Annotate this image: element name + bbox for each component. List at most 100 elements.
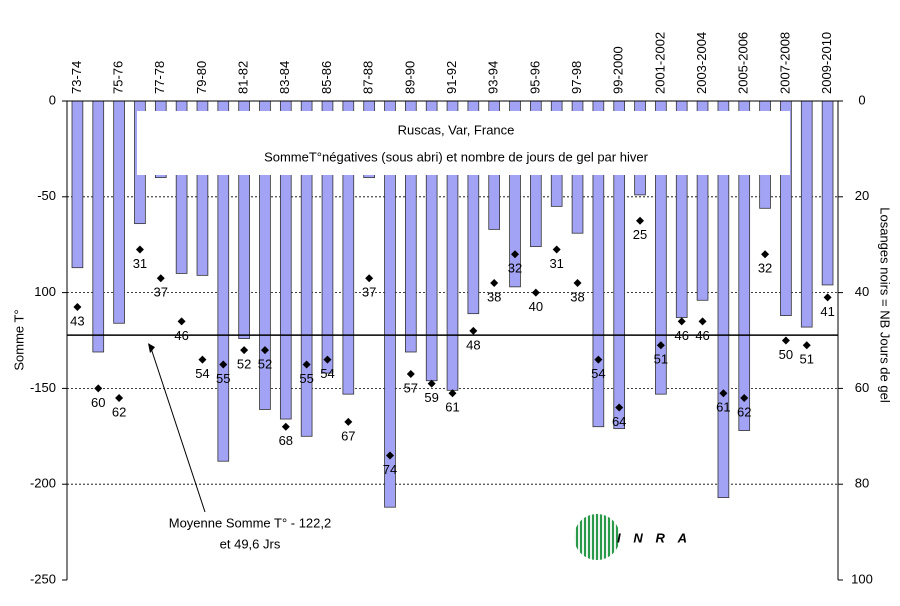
frost-days-marker [719, 389, 728, 398]
data-label: 32 [758, 261, 772, 276]
data-label: 25 [633, 227, 647, 242]
data-label: 48 [466, 337, 480, 352]
x-tick-label: 2003-2004 [694, 32, 709, 94]
frost-days-marker [761, 250, 770, 259]
frost-days-marker [781, 336, 790, 345]
data-label: 57 [404, 380, 418, 395]
x-tick-label: 75-76 [111, 61, 126, 94]
frost-days-marker [573, 279, 582, 288]
frost-days-marker [73, 302, 82, 311]
frost-days-marker [177, 317, 186, 326]
data-label: 46 [174, 328, 188, 343]
frost-days-marker [406, 370, 415, 379]
frost-days-marker [615, 403, 624, 412]
data-label: 62 [112, 404, 126, 419]
data-label: 40 [529, 299, 543, 314]
y-tick-label: 0 [49, 92, 56, 107]
frost-days-marker [198, 355, 207, 364]
data-label: 46 [674, 328, 688, 343]
data-label: 59 [424, 390, 438, 405]
frost-days-marker [636, 216, 645, 225]
data-label: 68 [279, 433, 293, 448]
x-tick-label: 73-74 [69, 61, 84, 94]
frost-days-marker [156, 274, 165, 283]
frost-days-marker [427, 379, 436, 388]
bar [800, 100, 813, 328]
x-tick-label: 81-82 [236, 61, 251, 94]
frost-days-marker [115, 393, 124, 402]
y2-tick-label: 40 [855, 284, 869, 299]
frost-days-marker [302, 360, 311, 369]
frost-days-marker [823, 293, 832, 302]
frost-days-marker [469, 326, 478, 335]
data-label: 62 [737, 404, 751, 419]
data-label: 46 [695, 328, 709, 343]
frost-days-marker [344, 417, 353, 426]
data-label: 60 [91, 395, 105, 410]
data-label: 55 [216, 371, 230, 386]
x-tick-label: 91-92 [444, 61, 459, 94]
bar [113, 100, 125, 324]
frost-days-marker [260, 346, 269, 355]
data-label: 50 [779, 347, 793, 362]
logo [574, 514, 620, 560]
data-label: 38 [570, 289, 584, 304]
data-label: 31 [549, 256, 563, 271]
data-label: 61 [445, 400, 459, 415]
x-tick-label: 79-80 [194, 61, 209, 94]
x-tick-label: 85-86 [319, 61, 334, 94]
bar [71, 100, 84, 269]
frost-days-marker [240, 346, 249, 355]
frost-days-marker [323, 355, 332, 364]
data-label: 64 [612, 414, 626, 429]
title-box [137, 111, 790, 175]
data-label: 32 [508, 261, 522, 276]
data-label: 52 [258, 357, 272, 372]
y-axis-label: Somme T° [11, 309, 26, 370]
y-tick-label: -150 [30, 380, 56, 395]
x-tick-label: 89-90 [402, 61, 417, 94]
mean-arrow-head [148, 343, 155, 354]
data-label: 37 [154, 285, 168, 300]
frost-days-marker [448, 389, 457, 398]
data-label: 31 [133, 256, 147, 271]
x-tick-label: 2005-2006 [736, 32, 751, 94]
x-tick-label: 83-84 [277, 61, 292, 94]
frost-days-marker [552, 245, 561, 254]
frost-days-marker [385, 451, 394, 460]
data-label: 74 [383, 462, 397, 477]
y2-tick-label: 0 [858, 92, 865, 107]
data-label: 38 [487, 289, 501, 304]
y2-tick-label: 80 [855, 476, 869, 491]
data-label: 37 [362, 285, 376, 300]
frost-days-marker [594, 355, 603, 364]
data-label: 41 [820, 304, 834, 319]
y-tick-label: -200 [30, 476, 56, 491]
y2-axis-label: Losanges noirs = NB Jours de gel [878, 207, 893, 403]
mean-annotation: Moyenne Somme T° - 122,2 [169, 515, 331, 530]
frost-days-marker [698, 317, 707, 326]
frost-days-marker [94, 384, 103, 393]
frost-days-marker [740, 393, 749, 402]
bar [92, 100, 105, 353]
frost-days-marker [219, 360, 228, 369]
frost-days-marker [802, 341, 811, 350]
x-tick-label: 2007-2008 [777, 32, 792, 94]
frost-days-marker [135, 245, 144, 254]
frost-days-marker [281, 422, 290, 431]
data-label: 54 [591, 366, 605, 381]
data-label: 67 [341, 428, 355, 443]
x-tick-label: 2001-2002 [652, 32, 667, 94]
data-label: 51 [654, 352, 668, 367]
data-label: 55 [299, 371, 313, 386]
y2-tick-label: 100 [851, 571, 873, 586]
data-label: 52 [237, 357, 251, 372]
data-label: 43 [70, 313, 84, 328]
frost-days-marker [365, 274, 374, 283]
y-tick-label: -250 [30, 571, 56, 586]
chart-subtitle: SommeT°négatives (sous abri) et nombre d… [264, 149, 648, 164]
x-tick-label: 95-96 [527, 61, 542, 94]
frost-days-marker [511, 250, 520, 259]
frost-days-marker [490, 279, 499, 288]
